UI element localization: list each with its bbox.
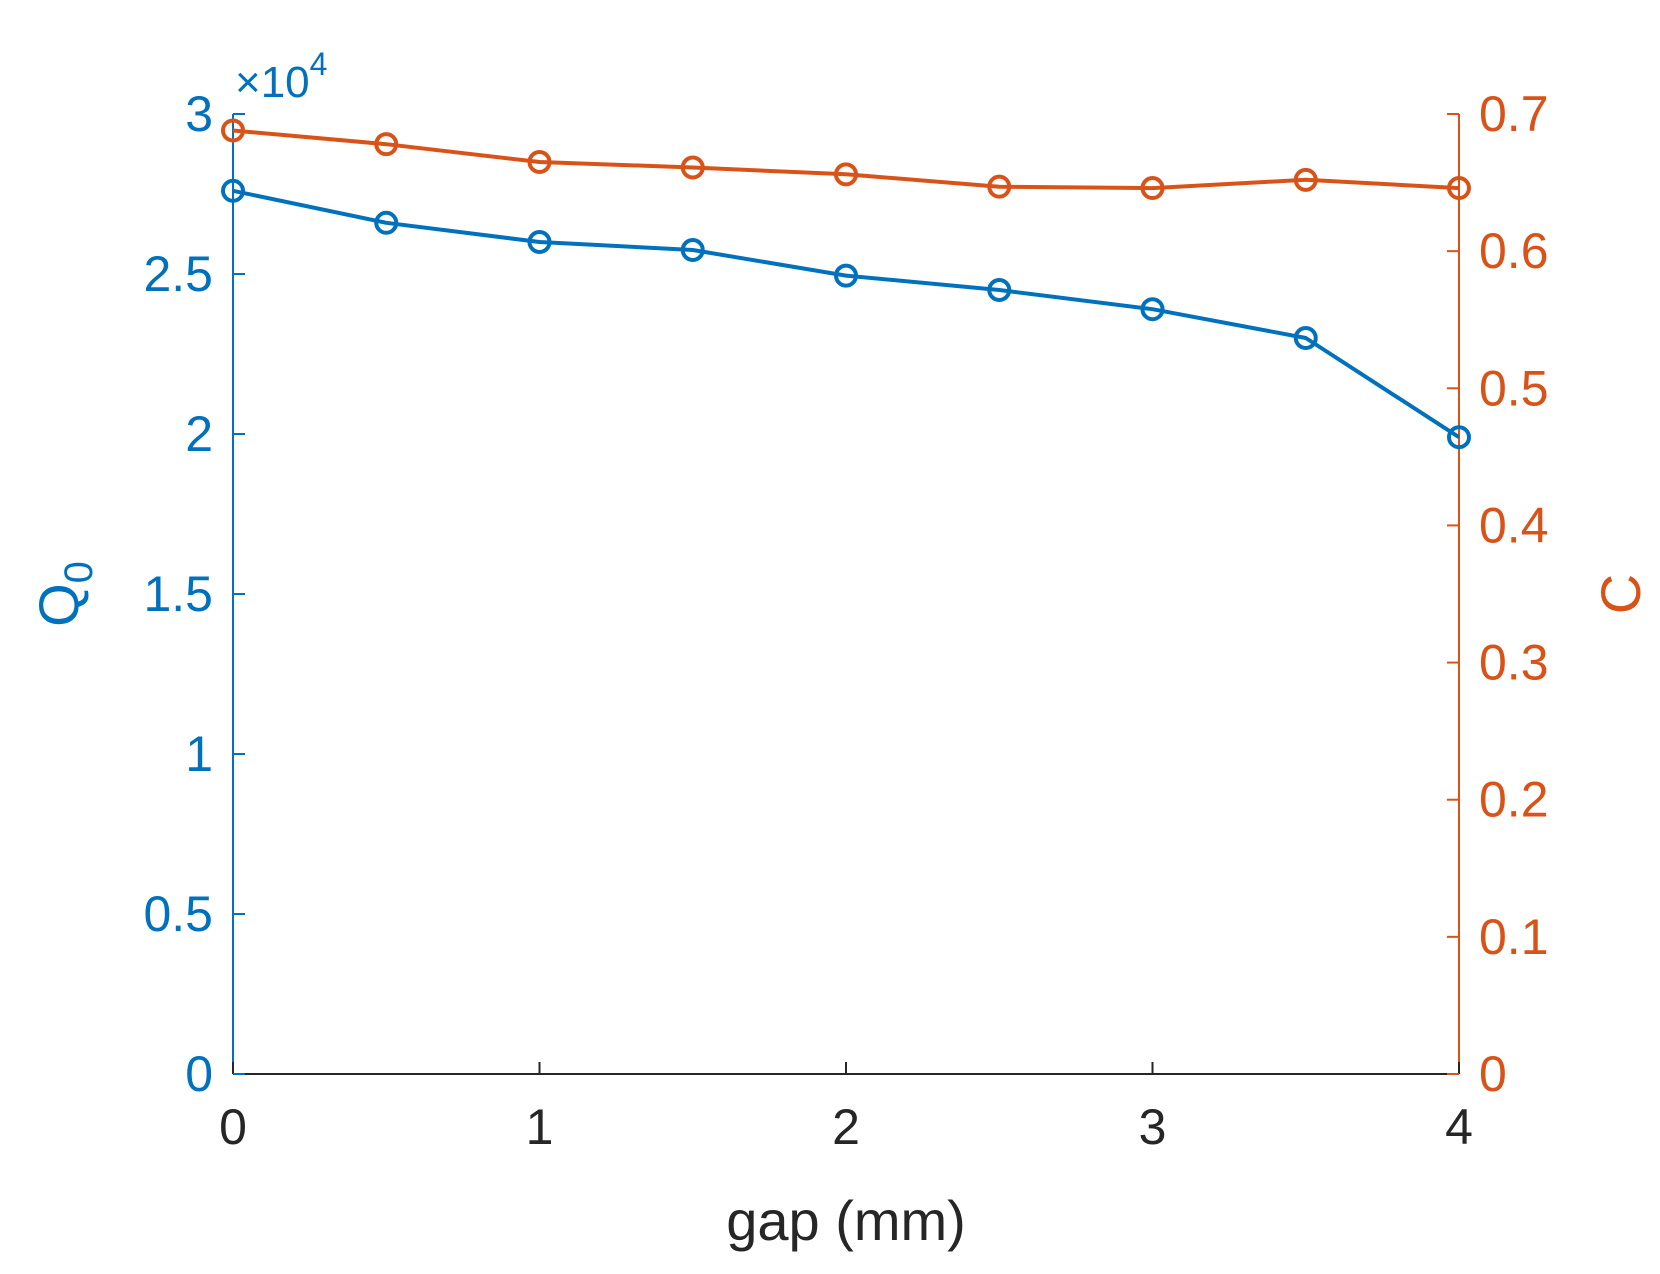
left-y-axis-label-subscript: 0 xyxy=(57,561,101,583)
right-y-tick-label: 0.3 xyxy=(1479,635,1549,691)
left-y-tick-label: 1.5 xyxy=(143,566,213,622)
series-left-point xyxy=(374,210,399,235)
left-y-tick-label: 3 xyxy=(185,86,213,142)
right-y-tick-label: 0.6 xyxy=(1479,223,1549,279)
right-y-axis-label: C xyxy=(1589,574,1652,614)
x-tick-label: 2 xyxy=(832,1099,860,1155)
series-line-left xyxy=(232,188,1461,439)
series-right-point xyxy=(680,155,705,180)
series-right-point xyxy=(1293,167,1318,192)
left-axis-exponent-label: ×104 xyxy=(235,46,327,107)
series-right-point xyxy=(527,150,552,174)
series-right-point xyxy=(834,162,858,187)
right-y-tick-label: 0.2 xyxy=(1479,772,1549,828)
right-y-tick-label: 0.1 xyxy=(1479,909,1549,965)
series-left-point xyxy=(680,238,705,262)
x-tick-label: 1 xyxy=(526,1099,554,1155)
series-right-point xyxy=(1447,176,1471,201)
left-y-axis-label: Q0 xyxy=(27,561,101,627)
series-left-point xyxy=(834,263,858,288)
left-y-tick-label: 1 xyxy=(185,726,213,782)
right-y-tick-label: 0.5 xyxy=(1479,360,1549,416)
plot-layer: 0 1 2 3 400.511.522.5300.10.20.30.40.50.60.7… xyxy=(27,46,1652,1252)
left-y-tick-label: 2.5 xyxy=(143,246,213,302)
series-left-point xyxy=(221,178,245,203)
series-right-point xyxy=(1140,176,1165,201)
x-tick-label: 3 xyxy=(1139,1099,1167,1155)
series-line-right xyxy=(232,128,1460,191)
series-right-point xyxy=(987,174,1012,199)
series-right-point xyxy=(221,118,245,143)
right-y-tick-label: 0 xyxy=(1479,1046,1507,1102)
series-left-point xyxy=(1447,425,1471,450)
exponent-power: 4 xyxy=(310,46,328,82)
series-left-point xyxy=(1140,297,1165,322)
series-left-point xyxy=(527,230,552,254)
left-y-tick-label: 2 xyxy=(185,406,213,462)
right-y-tick-label: 0.7 xyxy=(1479,86,1549,142)
left-y-tick-label: 0 xyxy=(185,1046,213,1102)
x-axis-label: gap (mm) xyxy=(726,1189,966,1252)
left-y-tick-label: 0.5 xyxy=(143,886,213,942)
left-y-axis-label-main: Q xyxy=(27,583,90,627)
exponent-base: ×10 xyxy=(235,58,310,107)
x-tick-label: 0 xyxy=(219,1099,247,1155)
right-y-tick-label: 0.4 xyxy=(1479,497,1549,553)
x-tick-label: 4 xyxy=(1445,1099,1473,1155)
series-left-point xyxy=(987,278,1012,302)
series-left-point xyxy=(1293,326,1318,350)
series-right-point xyxy=(374,132,399,157)
